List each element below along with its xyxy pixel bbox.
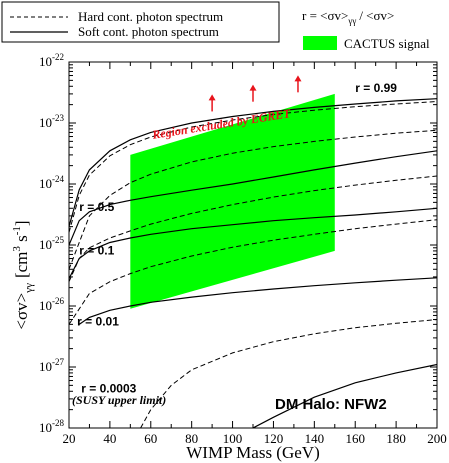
hard-spectrum-curve-4: [69, 175, 437, 282]
x-axis-label: WIMP Mass (GeV): [186, 443, 319, 462]
x-tick-label-8: 180: [386, 431, 406, 446]
r-label-7: r = 0.01: [77, 314, 119, 328]
x-tick-label-3: 80: [185, 431, 198, 446]
cactus-signal-region: [130, 93, 335, 309]
hard-spectrum-curve-1: [69, 101, 437, 233]
y-tick-label-2: 10-26: [39, 296, 64, 313]
egret-arrow-head-0: [208, 94, 216, 101]
r-label-5: r = 0.1: [79, 243, 114, 257]
legend-cactus-swatch: [303, 36, 337, 50]
y-tick-label-1: 10-27: [39, 357, 64, 374]
x-tick-label-5: 120: [264, 431, 284, 446]
hard-spectrum-curve-6: [69, 219, 437, 325]
r-label-3: r = 0.5: [79, 200, 114, 214]
x-tick-label-1: 40: [103, 431, 116, 446]
x-tick-label-4: 100: [223, 431, 243, 446]
x-tick-label-6: 140: [305, 431, 325, 446]
egret-arrow-head-1: [249, 84, 257, 91]
legend-box: [1, 1, 280, 43]
r-label-0: r = 0.99: [355, 81, 397, 95]
legend-hard-label: Hard cont. photon spectrum: [78, 9, 223, 24]
egret-arrow-head-2: [294, 75, 302, 82]
plot-area: r = 0.99 r = 0.5 r = 0.1 r = 0.01 r = 0.0003: [69, 75, 437, 428]
plot-content: [69, 75, 437, 428]
soft-spectrum-curve-5: [69, 207, 437, 279]
soft-spectrum-curve-3: [69, 150, 437, 246]
legend: Hard cont. photon spectrum Soft cont. ph…: [1, 1, 430, 51]
y-tick-label-6: 10-22: [39, 52, 64, 69]
legend-cactus-label: CACTUS signal: [344, 36, 430, 51]
legend-soft-label: Soft cont. photon spectrum: [78, 24, 219, 39]
y-tick-label-3: 10-25: [39, 235, 64, 252]
x-tick-label-2: 60: [144, 431, 157, 446]
soft-spectrum-curve-9: [252, 363, 437, 428]
y-tick-label-0: 10-28: [39, 418, 64, 435]
legend-ratio-label: r = <σv>γγ / <σv>: [302, 8, 394, 26]
axes: 20 40 60 80 100 120 140 160 180 200 10-28 10-27 10-2…: [39, 52, 447, 446]
x-tick-label-9: 200: [427, 431, 447, 446]
halo-annotation: DM Halo: NFW2: [275, 396, 387, 413]
x-tick-label-7: 160: [345, 431, 365, 446]
r-label-9: r = 0.0003: [81, 382, 136, 396]
hard-spectrum-curve-2: [69, 129, 437, 270]
susy-annotation: (SUSY upper limit): [72, 393, 166, 407]
y-tick-label-5: 10-23: [39, 113, 64, 130]
y-tick-label-4: 10-24: [39, 174, 64, 191]
soft-spectrum-curve-0: [69, 98, 437, 227]
y-axis-label: <σv>γγ[cm3 s-1]: [11, 220, 35, 329]
soft-spectrum-curve-7: [78, 277, 437, 325]
x-tick-label-0: 20: [63, 431, 76, 446]
hard-spectrum-curve-8: [140, 319, 437, 428]
